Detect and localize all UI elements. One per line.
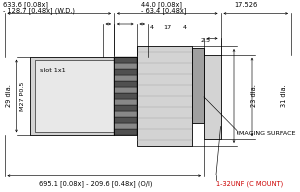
Bar: [114, 123, 136, 129]
Bar: [114, 63, 136, 69]
Bar: [204, 55, 220, 139]
Bar: [30, 57, 114, 135]
Text: 23 dia.: 23 dia.: [250, 84, 256, 108]
Text: 633.6 [0.08x]: 633.6 [0.08x]: [3, 1, 48, 8]
Text: IMAGING SURFACE: IMAGING SURFACE: [237, 131, 296, 136]
Bar: [114, 117, 136, 123]
Text: 2.5: 2.5: [200, 38, 211, 43]
Bar: [114, 129, 136, 135]
Text: slot 1x1: slot 1x1: [40, 68, 65, 73]
Text: 1-32UNF (C MOUNT): 1-32UNF (C MOUNT): [216, 180, 283, 187]
Text: 29 dia.: 29 dia.: [6, 84, 12, 108]
Text: 44.0 [0.08x]: 44.0 [0.08x]: [141, 1, 182, 8]
Text: 4: 4: [149, 25, 154, 30]
Bar: [114, 93, 136, 99]
Text: 17.526: 17.526: [234, 2, 257, 8]
Text: 17: 17: [163, 25, 172, 30]
Bar: [114, 69, 136, 75]
Bar: [114, 57, 136, 135]
Bar: [114, 111, 136, 117]
Bar: [114, 105, 136, 111]
Bar: [114, 99, 136, 105]
Bar: [114, 57, 136, 63]
Bar: [136, 46, 192, 146]
Bar: [114, 75, 136, 81]
Text: 31 dia.: 31 dia.: [280, 85, 286, 107]
Bar: [114, 87, 136, 93]
Bar: [192, 48, 204, 123]
Text: 4: 4: [182, 25, 187, 30]
Bar: [34, 60, 114, 132]
Text: - 63.4 [0.48x]: - 63.4 [0.48x]: [141, 7, 186, 14]
Text: 695.1 [0.08x] - 209.6 [0.48x] (O/I): 695.1 [0.08x] - 209.6 [0.48x] (O/I): [39, 180, 152, 187]
Text: - 128.7 [0.48x] (W.D.): - 128.7 [0.48x] (W.D.): [3, 7, 75, 14]
Bar: [114, 81, 136, 87]
Text: M27 P0.5: M27 P0.5: [20, 81, 25, 111]
